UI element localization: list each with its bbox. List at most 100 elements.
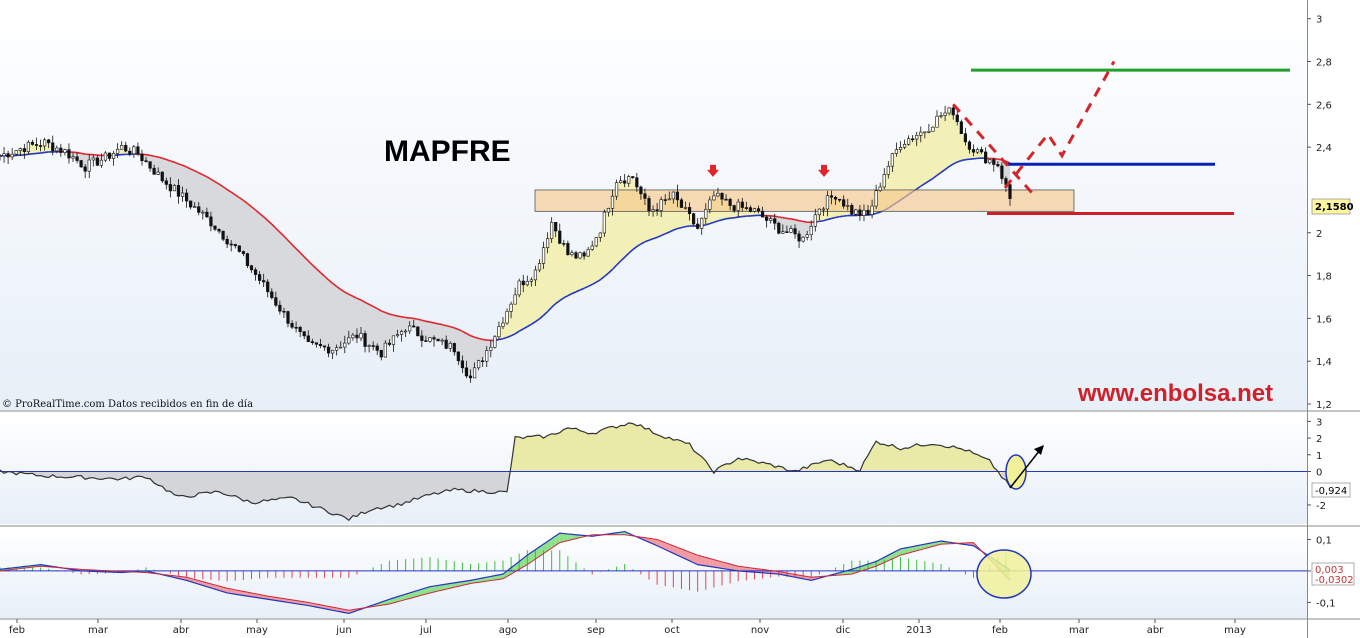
candle-body: [322, 345, 327, 348]
oscillator-y-tick-label: 1: [1316, 451, 1322, 462]
moving-average-segment: [202, 174, 208, 178]
candle-body: [760, 210, 765, 218]
macd-ribbon: [644, 537, 649, 543]
candle-body: [590, 245, 594, 250]
moving-average-segment: [542, 311, 549, 316]
candle-body: [533, 269, 538, 281]
moving-average-segment: [685, 225, 690, 228]
candle-body: [456, 351, 460, 362]
candle-body: [460, 360, 465, 369]
macd-ribbon: [673, 545, 678, 556]
macd-ribbon: [231, 589, 236, 595]
candle-body: [562, 243, 566, 245]
candle-body: [237, 245, 241, 252]
moving-average-segment: [279, 231, 285, 237]
candle-body: [103, 152, 108, 161]
moving-average-segment: [332, 282, 338, 288]
moving-average-segment: [839, 215, 844, 218]
candle-body: [623, 180, 627, 184]
candle-body: [643, 193, 647, 199]
candle-body: [752, 208, 757, 212]
candle-body: [740, 201, 744, 208]
macd-ribbon: [904, 547, 909, 555]
oscillator-up-arrow-shaft: [1009, 449, 1041, 489]
candle-body: [71, 156, 75, 159]
candle-body: [980, 149, 984, 153]
macd-ribbon: [738, 566, 743, 572]
candle-body: [160, 171, 164, 182]
candle-body: [797, 233, 801, 242]
macd-ribbon: [227, 588, 232, 594]
candle-body: [716, 192, 720, 197]
moving-average-segment: [214, 180, 220, 185]
moving-average-segment: [222, 186, 228, 191]
moving-average-segment: [255, 209, 261, 215]
candle-body: [890, 153, 894, 167]
candle-body: [781, 231, 785, 234]
moving-average-segment: [397, 315, 402, 318]
candle-body: [955, 114, 959, 123]
moving-average-segment: [421, 319, 427, 323]
x-tick-label: 2013: [906, 625, 931, 636]
candle-body: [501, 322, 505, 327]
candle-body: [736, 201, 740, 211]
moving-average-segment: [717, 219, 723, 222]
moving-average-segment: [226, 188, 232, 193]
moving-average-segment: [210, 178, 216, 183]
candle-body: [47, 139, 51, 144]
candle-body: [862, 209, 866, 216]
watermark-link[interactable]: www.enbolsa.net: [1077, 380, 1273, 407]
x-tick-label: jun: [335, 625, 351, 636]
moving-average-segment: [835, 215, 840, 219]
macd-ribbon: [742, 566, 747, 572]
moving-average-segment: [93, 153, 98, 156]
moving-average-segment: [352, 295, 358, 300]
candle-body: [915, 135, 919, 140]
candle-body: [79, 160, 83, 168]
candle-body: [387, 342, 391, 345]
macd-ribbon: [417, 589, 422, 597]
moving-average-segment: [603, 272, 609, 278]
candle-body: [813, 214, 817, 227]
candle-body: [148, 161, 152, 169]
moving-average-segment: [319, 271, 326, 277]
candle-body: [517, 280, 521, 296]
macd-ribbon: [442, 584, 447, 591]
price-y-tick-label: 1,6: [1316, 314, 1332, 325]
candle-body: [367, 345, 371, 347]
moving-average-segment: [482, 338, 487, 341]
moving-average-segment: [624, 252, 630, 258]
moving-average-segment: [644, 239, 650, 243]
moving-average-segment: [660, 233, 666, 237]
candle-body: [943, 112, 947, 116]
macd-ribbon: [920, 544, 925, 550]
x-tick-label: jul: [419, 625, 432, 636]
candle-body: [959, 121, 963, 134]
moving-average-segment: [823, 218, 828, 222]
moving-average-segment: [916, 185, 922, 190]
candle-body: [225, 238, 229, 245]
macd-line: [0, 530, 1011, 615]
macd-ribbon: [235, 589, 240, 595]
macd-ribbon: [239, 590, 244, 596]
candle-body: [63, 149, 67, 153]
moving-average-segment: [238, 196, 244, 202]
candle-body: [566, 243, 570, 255]
candle-body: [253, 269, 258, 275]
candle-body: [931, 126, 935, 132]
moving-average-segment: [275, 227, 281, 233]
oscillator-highlight-ellipse: [1005, 454, 1027, 490]
oscillator-positive-fill: [0, 422, 1002, 478]
moving-average-segment: [932, 174, 938, 180]
source-credit: © ProRealTime.com Datos recibidos en fin…: [2, 399, 253, 410]
candle-body: [805, 234, 809, 238]
candle-body: [197, 206, 201, 213]
candle-body: [773, 218, 777, 224]
candle-body: [1000, 165, 1004, 179]
moving-average-segment: [944, 165, 950, 171]
candle-body: [55, 147, 59, 152]
candle-body: [67, 149, 71, 159]
candle-body: [574, 252, 578, 259]
moving-average-segment: [652, 236, 658, 240]
candle-body: [728, 198, 732, 206]
